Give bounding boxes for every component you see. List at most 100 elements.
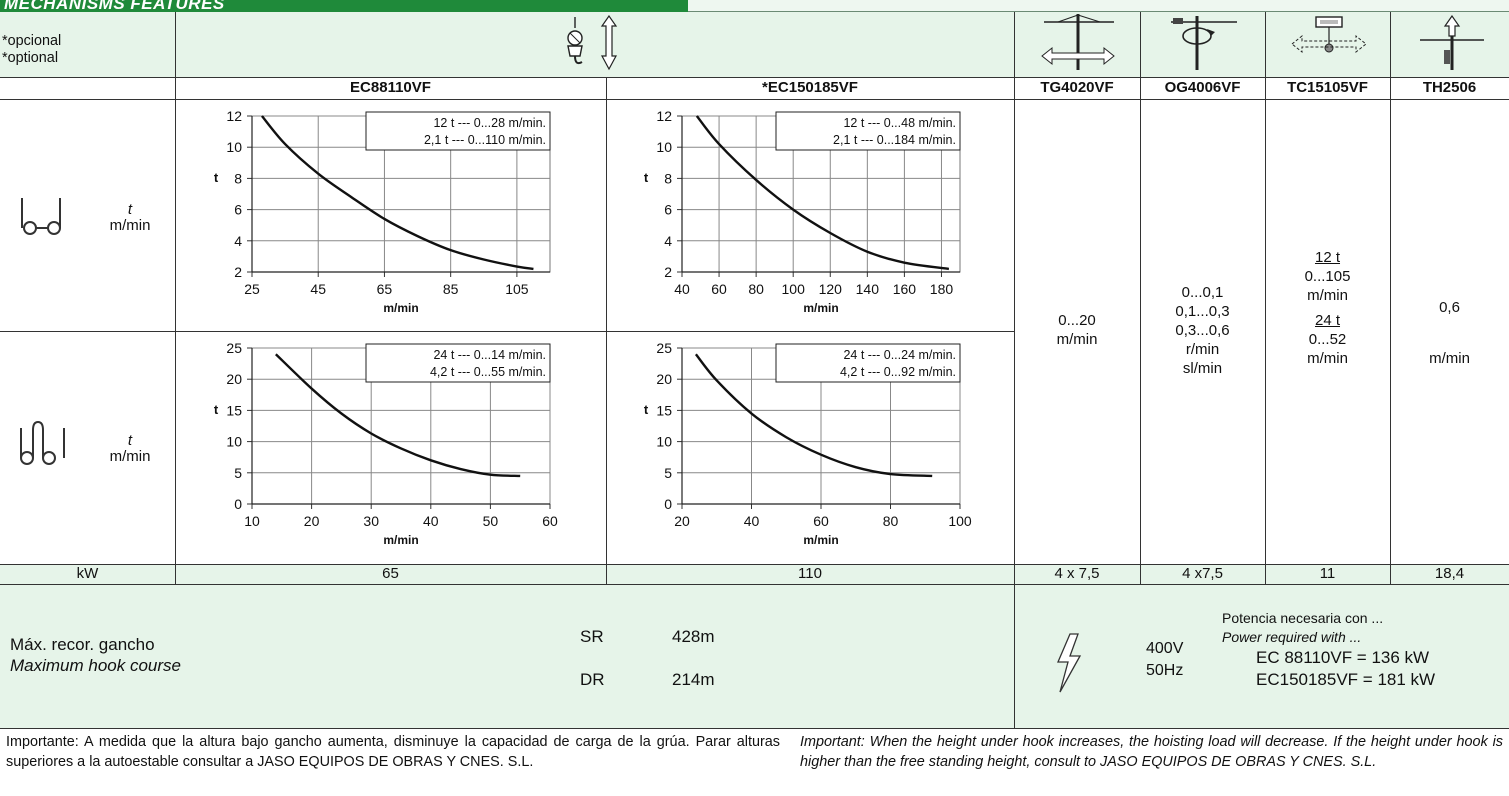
model-trolley: TG4020VF xyxy=(1040,79,1114,96)
single-unit-t: t xyxy=(127,201,133,218)
x-tick-label: 40 xyxy=(744,513,760,529)
chart-hoist1-double: 0 5 10 15 20 25 10 20 30 40 50 60 m/min t 24 t --- 0..… xyxy=(214,340,558,547)
x-tick-label: 160 xyxy=(893,281,917,297)
x-tick-label: 60 xyxy=(542,513,558,529)
hook-course-band xyxy=(0,584,1509,728)
kw-trolley: 4 x 7,5 xyxy=(1054,565,1100,582)
single-reeving-icon xyxy=(21,198,61,235)
y-tick-label: 5 xyxy=(664,465,672,481)
x-axis-label: m/min xyxy=(803,533,838,547)
x-tick-label: 65 xyxy=(377,281,393,297)
supply-voltage: 400V xyxy=(1146,640,1184,657)
x-axis-label: m/min xyxy=(383,301,418,315)
single-unit-speed: m/min xyxy=(109,217,151,234)
y-axis-label: t xyxy=(644,402,649,417)
x-tick-label: 60 xyxy=(813,513,829,529)
hook-course-label-en: Maximum hook course xyxy=(10,656,182,675)
y-axis-label: t xyxy=(214,170,219,185)
sr-value: 428m xyxy=(672,627,715,646)
supply-values: 400V 50Hz xyxy=(1146,638,1183,682)
kw-label: kW xyxy=(76,565,99,582)
y-tick-label: 10 xyxy=(226,139,242,155)
hook-icon xyxy=(567,14,618,71)
x-tick-label: 180 xyxy=(930,281,954,297)
supply-frequency: 50Hz xyxy=(1146,662,1184,679)
y-tick-label: 2 xyxy=(664,264,672,280)
slewing-icon xyxy=(1171,16,1237,70)
translation-unit-2: m/min xyxy=(1307,350,1348,367)
power-values: EC 88110VF = 136 kW EC150185VF = 181 kW xyxy=(1256,647,1435,691)
legend-box xyxy=(365,343,551,383)
y-tick-label: 12 xyxy=(656,108,672,124)
x-axis-label: m/min xyxy=(383,533,418,547)
slewing-line-1: 0...0,1 xyxy=(1181,284,1224,301)
hook-course-labels: Máx. recor. gancho Maximum hook course xyxy=(10,634,181,676)
slewing-line-2: 0,1...0,3 xyxy=(1175,303,1230,320)
y-tick-label: 6 xyxy=(234,202,242,218)
translation-unit-1: m/min xyxy=(1307,287,1348,304)
legend-entry: 24 t --- 0...24 m/min. xyxy=(843,348,956,362)
power-titles: Potencia necesaria con ... Power require… xyxy=(1222,609,1383,647)
series-line xyxy=(695,115,950,271)
series-line xyxy=(694,353,933,478)
slewing-line-5: sl/min xyxy=(1182,360,1223,377)
header-row xyxy=(0,12,1509,77)
legend-box xyxy=(775,343,961,383)
x-tick-label: 120 xyxy=(819,281,843,297)
legend-entry: 12 t --- 0...28 m/min. xyxy=(433,116,546,130)
y-tick-label: 8 xyxy=(664,170,672,186)
chart-hoist2-double: 0 5 10 15 20 25 20 40 60 80 100 m/min t 24 t --- 0...… xyxy=(644,340,972,547)
trolley-speed: 0...20 m/min xyxy=(1014,311,1140,349)
y-tick-label: 20 xyxy=(656,371,672,387)
slewing-speeds: 0...0,1 0,1...0,3 0,3...0,6 r/min sl/min xyxy=(1140,283,1265,378)
page-title: MECHANISMS FEATURES xyxy=(4,0,225,13)
slewing-line-3: 0,3...0,6 xyxy=(1175,322,1230,339)
trolley-speed-unit: m/min xyxy=(1056,331,1098,348)
y-tick-label: 25 xyxy=(226,340,242,356)
y-tick-label: 6 xyxy=(664,202,672,218)
y-tick-label: 15 xyxy=(656,402,672,418)
hook-course-label-es: Máx. recor. gancho xyxy=(10,635,155,654)
x-tick-label: 50 xyxy=(483,513,499,529)
x-tick-label: 40 xyxy=(423,513,439,529)
title-background xyxy=(0,0,688,12)
y-tick-label: 5 xyxy=(234,465,242,481)
climbing-speed: 0,6 xyxy=(1439,299,1460,316)
x-tick-label: 30 xyxy=(363,513,379,529)
y-tick-label: 10 xyxy=(656,139,672,155)
kw-slewing: 4 x7,5 xyxy=(1182,565,1223,582)
climbing-icon xyxy=(1420,14,1484,70)
legend-box xyxy=(365,111,551,151)
x-tick-label: 140 xyxy=(856,281,880,297)
optional-en: *optional xyxy=(2,50,59,66)
x-tick-label: 60 xyxy=(711,281,727,297)
optional-es: *opcional xyxy=(2,33,62,49)
title-bar: MECHANISMS FEATURES xyxy=(0,0,1509,13)
power-title-en: Power required with ... xyxy=(1222,629,1362,645)
legend-entry: 12 t --- 0...48 m/min. xyxy=(843,116,956,130)
y-tick-label: 10 xyxy=(226,434,242,450)
kw-hoist-1: 65 xyxy=(382,565,399,582)
double-unit-t: t xyxy=(127,432,133,449)
x-tick-label: 10 xyxy=(244,513,260,529)
legend-entry: 4,2 t --- 0...92 m/min. xyxy=(840,365,956,379)
translation-load-1: 12 t xyxy=(1314,249,1341,266)
slewing-line-4: r/min xyxy=(1185,341,1220,358)
y-tick-label: 12 xyxy=(226,108,242,124)
power-line-2: EC150185VF = 181 kW xyxy=(1256,670,1436,689)
power-line-1: EC 88110VF = 136 kW xyxy=(1256,648,1430,667)
x-tick-label: 80 xyxy=(883,513,899,529)
y-tick-label: 25 xyxy=(656,340,672,356)
legend-entry: 24 t --- 0...14 m/min. xyxy=(433,348,546,362)
double-unit-speed: m/min xyxy=(109,448,151,465)
x-tick-label: 20 xyxy=(674,513,690,529)
dr-value: 214m xyxy=(672,670,715,689)
x-tick-label: 45 xyxy=(310,281,326,297)
optional-label: *opcional *optional xyxy=(2,33,61,67)
model-slewing: OG4006VF xyxy=(1164,79,1241,96)
y-axis-label: t xyxy=(214,402,219,417)
y-tick-label: 8 xyxy=(234,170,242,186)
translation-speeds: 12 t 0...105 m/min 24 t 0...52 m/min xyxy=(1265,248,1390,368)
y-tick-label: 10 xyxy=(656,434,672,450)
trolley-speed-value: 0...20 xyxy=(1058,312,1096,329)
